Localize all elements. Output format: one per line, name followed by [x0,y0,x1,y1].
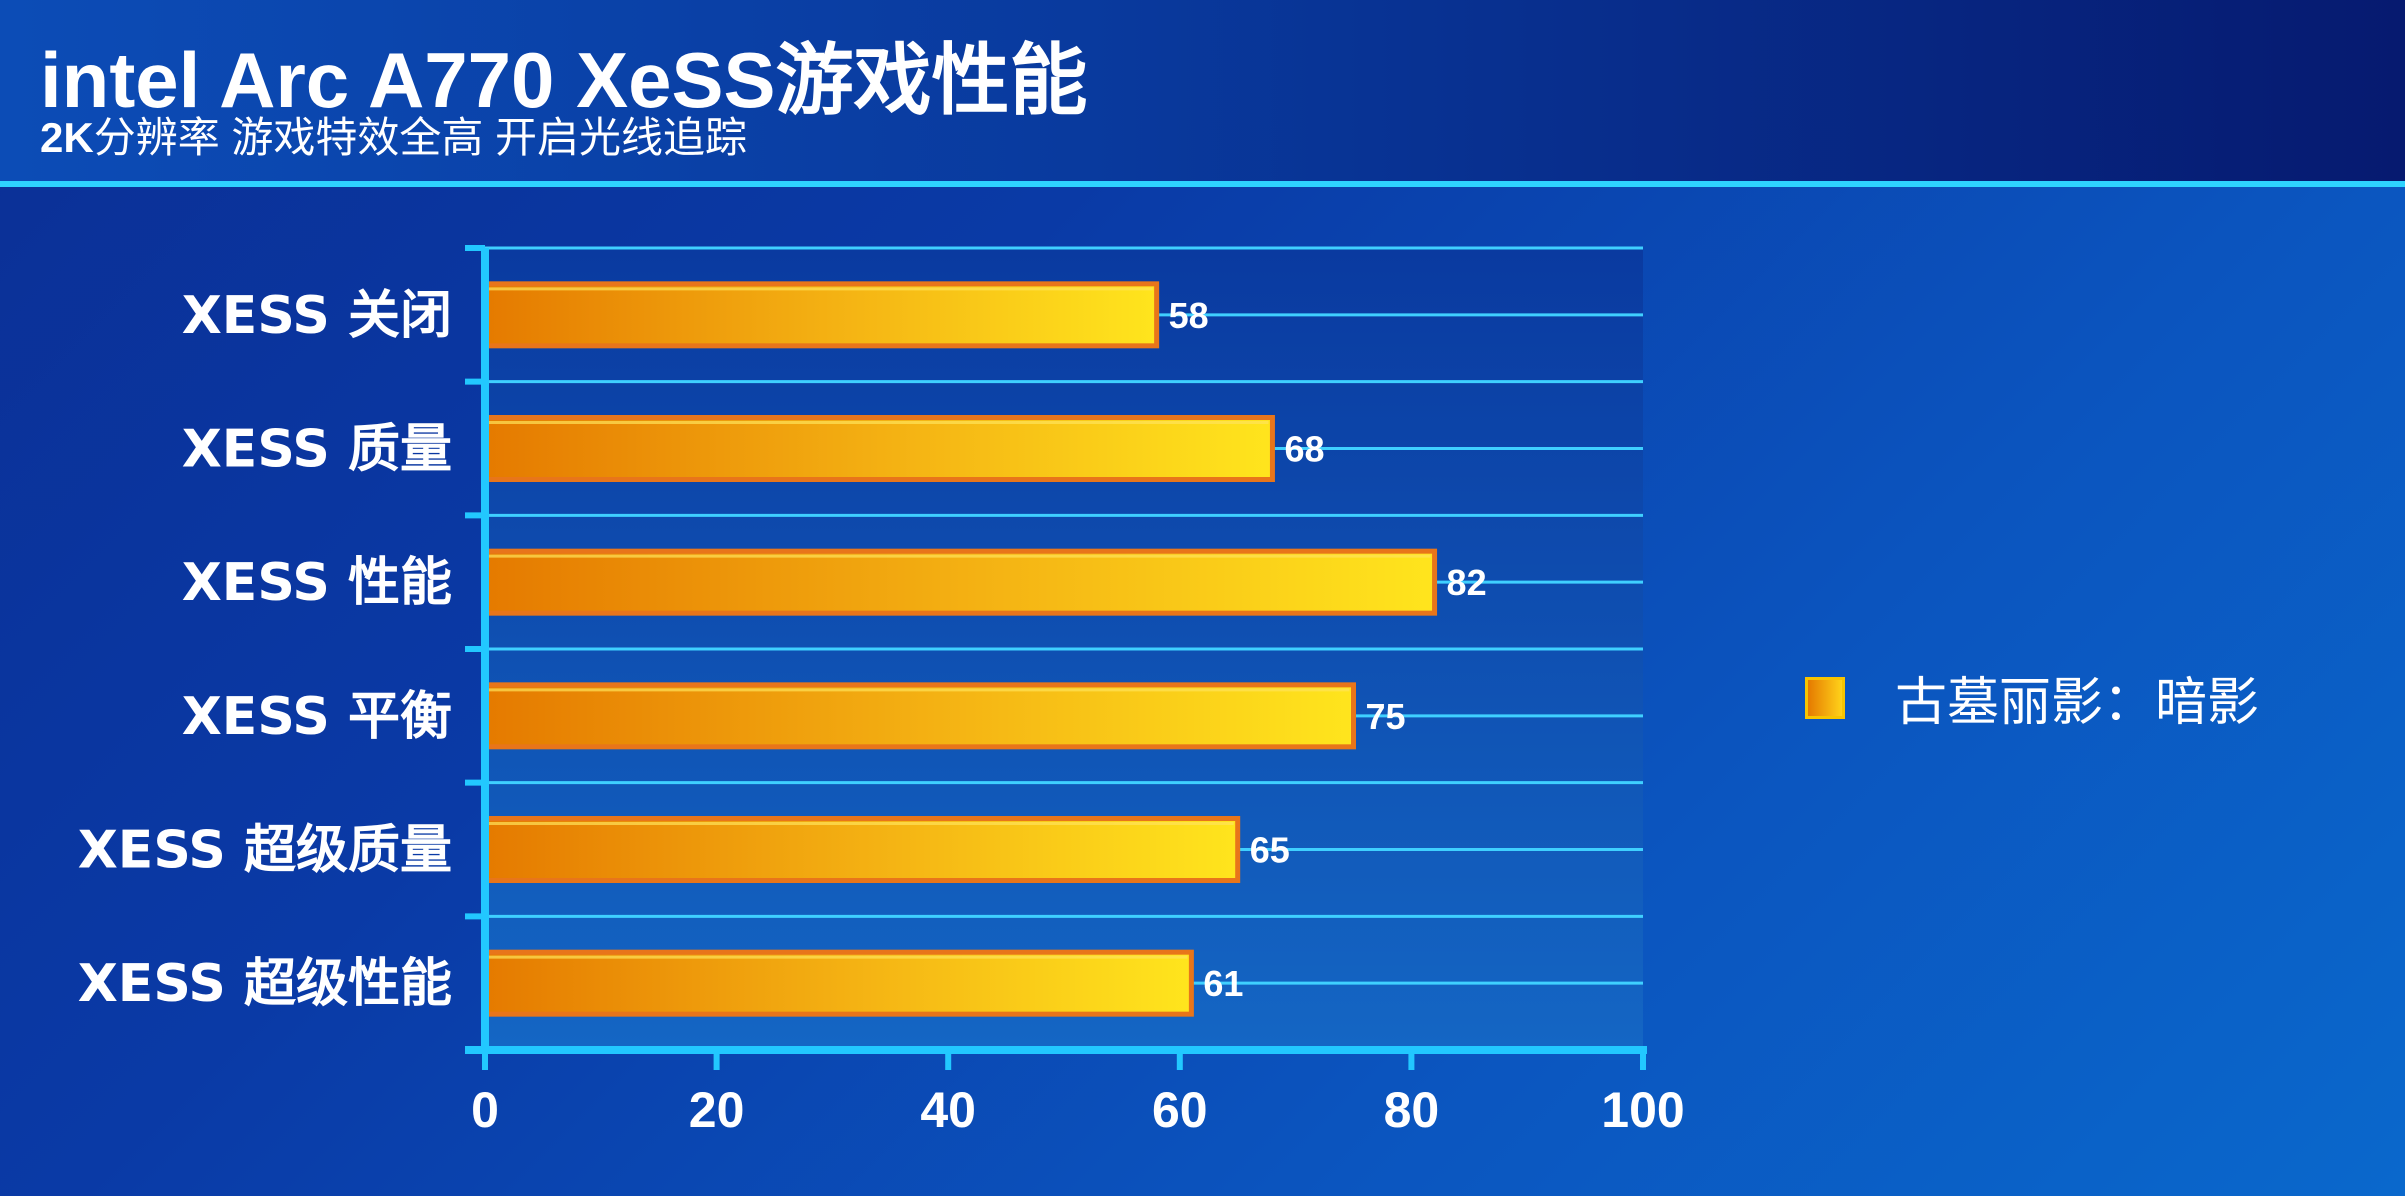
bar [482,281,1160,349]
chart-title: intel Arc A770 XeSS游戏性能 [40,36,1088,124]
chart-subtitle: 2K分辨率 游戏特效全高 开启光线追踪 [40,104,747,165]
legend: 古墓丽影：暗影 [1805,660,2259,735]
bar [482,949,1194,1017]
category-label: XESS 平衡 [182,687,452,747]
x-tick-label: 20 [689,1082,745,1138]
x-tick-label: 0 [471,1082,499,1138]
x-tick-label: 80 [1384,1082,1440,1138]
category-label: XESS 超级性能 [78,954,452,1014]
category-label: XESS 性能 [182,553,452,613]
bar [482,415,1275,482]
header-band: intel Arc A770 XeSS游戏性能 2K分辨率 游戏特效全高 开启光… [0,0,2405,187]
data-label: 68 [1284,429,1324,470]
data-label: 75 [1366,696,1406,737]
data-label: 61 [1203,963,1243,1004]
subtitle-resolution: 2K [40,114,94,161]
bar [482,548,1438,616]
data-label: 82 [1447,562,1487,603]
bar [482,682,1356,750]
bar [482,816,1241,883]
subtitle-settings: 分辨率 游戏特效全高 开启光线追踪 [93,114,748,161]
legend-label: 古墓丽影：暗影 [1895,673,2260,733]
category-label: XESS 质量 [182,420,452,480]
x-tick-label: 60 [1152,1082,1208,1138]
x-tick-label: 40 [920,1082,976,1138]
category-label: XESS 超级质量 [78,821,452,881]
category-label: XESS 关闭 [182,286,452,346]
data-label: 58 [1169,295,1209,336]
data-label: 65 [1250,830,1290,871]
x-tick-label: 100 [1601,1082,1684,1138]
legend-swatch [1805,676,1845,719]
